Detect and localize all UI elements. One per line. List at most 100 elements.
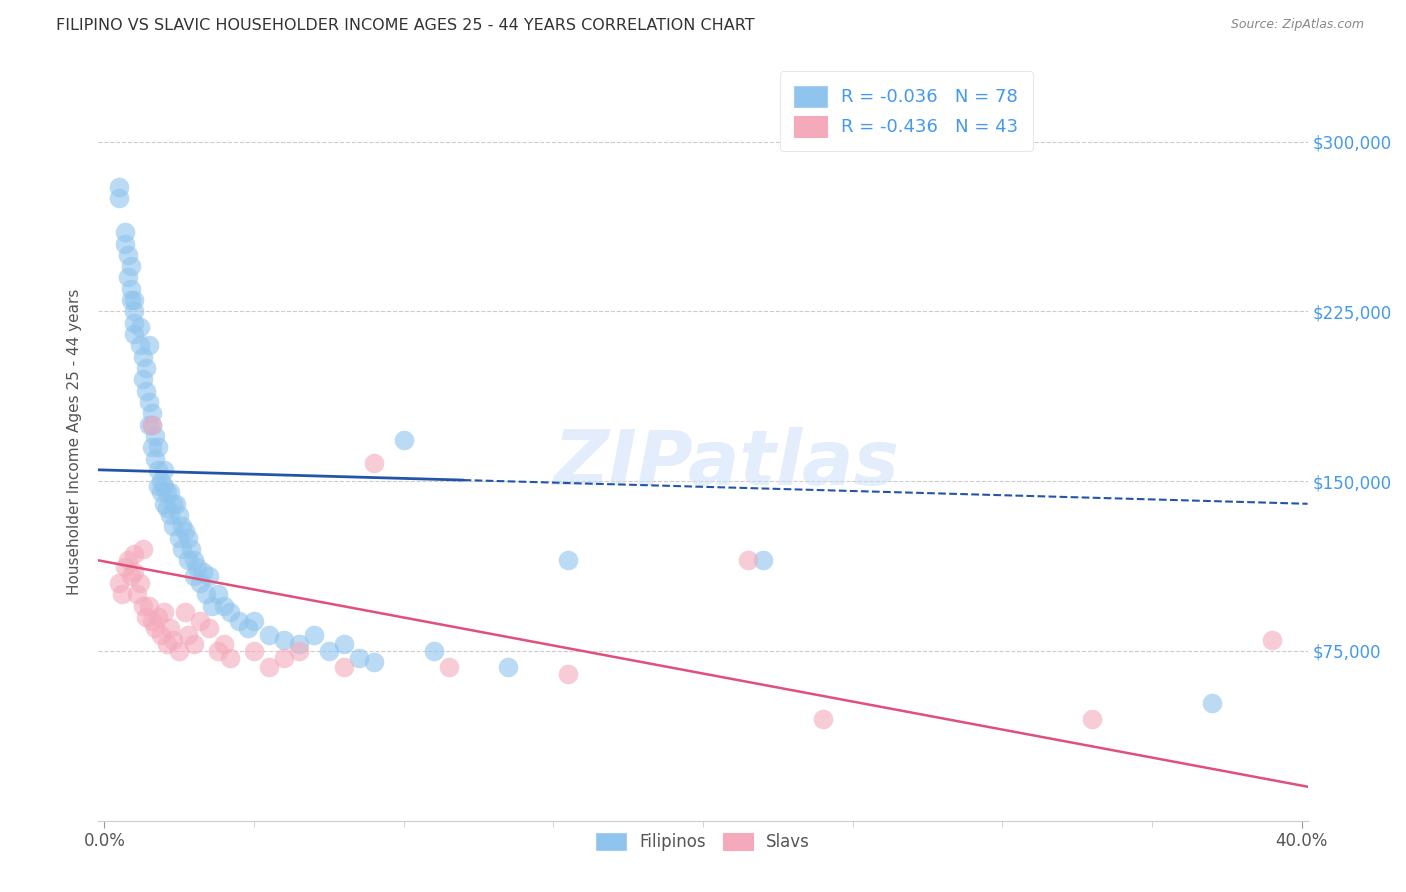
Filipinos [117,248,139,262]
Filipinos [153,497,176,511]
Filipinos [120,259,142,273]
Filipinos [159,485,181,500]
Filipinos [124,316,146,330]
Slavs [132,542,155,557]
Slavs [127,587,149,601]
Filipinos [138,417,160,432]
Filipinos [347,650,370,665]
Filipinos [167,531,190,545]
Filipinos [198,569,221,583]
Slavs [1081,712,1104,726]
Filipinos [148,478,170,492]
Filipinos [138,338,160,352]
Filipinos [392,434,415,448]
Filipinos [138,395,160,409]
Filipinos [143,429,166,443]
Filipinos [207,587,229,601]
Filipinos [108,191,131,205]
Slavs [333,659,356,673]
Filipinos [172,519,194,533]
Filipinos [120,282,142,296]
Filipinos [333,637,356,651]
Filipinos [193,565,215,579]
Filipinos [183,553,205,567]
Slavs [108,576,131,591]
Slavs [183,637,205,651]
Slavs [129,576,152,591]
Filipinos [135,384,157,398]
Filipinos [141,406,163,420]
Slavs [207,644,229,658]
Slavs [162,632,184,647]
Slavs [143,621,166,635]
Filipinos [273,632,295,647]
Slavs [159,621,181,635]
Filipinos [148,440,170,454]
Slavs [273,650,295,665]
Filipinos [257,628,280,642]
Slavs [557,666,579,681]
Filipinos [167,508,190,522]
Filipinos [124,326,146,341]
Slavs [138,599,160,613]
Text: Source: ZipAtlas.com: Source: ZipAtlas.com [1230,18,1364,31]
Text: ZIPatlas: ZIPatlas [554,427,900,501]
Filipinos [557,553,579,567]
Filipinos [156,501,179,516]
Filipinos [108,180,131,194]
Slavs [167,644,190,658]
Filipinos [174,524,197,538]
Slavs [212,637,235,651]
Filipinos [129,320,152,334]
Filipinos [243,615,266,629]
Filipinos [159,508,181,522]
Filipinos [172,542,194,557]
Filipinos [150,485,173,500]
Slavs [124,565,146,579]
Filipinos [150,474,173,488]
Filipinos [288,637,311,651]
Slavs [257,659,280,673]
Slavs [437,659,460,673]
Slavs [141,417,163,432]
Filipinos [162,497,184,511]
Slavs [243,644,266,658]
Filipinos [143,451,166,466]
Slavs [737,553,759,567]
Filipinos [141,417,163,432]
Filipinos [132,372,155,386]
Filipinos [177,531,200,545]
Filipinos [141,440,163,454]
Filipinos [180,542,202,557]
Slavs [219,650,242,665]
Slavs [148,610,170,624]
Filipinos [195,587,218,601]
Filipinos [752,553,775,567]
Slavs [117,553,139,567]
Slavs [174,606,197,620]
Filipinos [183,569,205,583]
Filipinos [177,553,200,567]
Filipinos [228,615,250,629]
Slavs [141,615,163,629]
Filipinos [186,560,208,574]
Filipinos [129,338,152,352]
Filipinos [236,621,259,635]
Filipinos [318,644,340,658]
Filipinos [114,225,136,239]
Filipinos [124,304,146,318]
Filipinos [219,606,242,620]
Text: FILIPINO VS SLAVIC HOUSEHOLDER INCOME AGES 25 - 44 YEARS CORRELATION CHART: FILIPINO VS SLAVIC HOUSEHOLDER INCOME AG… [56,18,755,33]
Filipinos [120,293,142,307]
Slavs [114,560,136,574]
Y-axis label: Householder Income Ages 25 - 44 years: Householder Income Ages 25 - 44 years [67,288,83,595]
Filipinos [165,497,187,511]
Slavs [150,628,173,642]
Filipinos [188,576,211,591]
Filipinos [135,361,157,376]
Filipinos [132,350,155,364]
Filipinos [148,463,170,477]
Legend: Filipinos, Slavs: Filipinos, Slavs [589,826,817,858]
Filipinos [363,655,385,669]
Filipinos [117,270,139,285]
